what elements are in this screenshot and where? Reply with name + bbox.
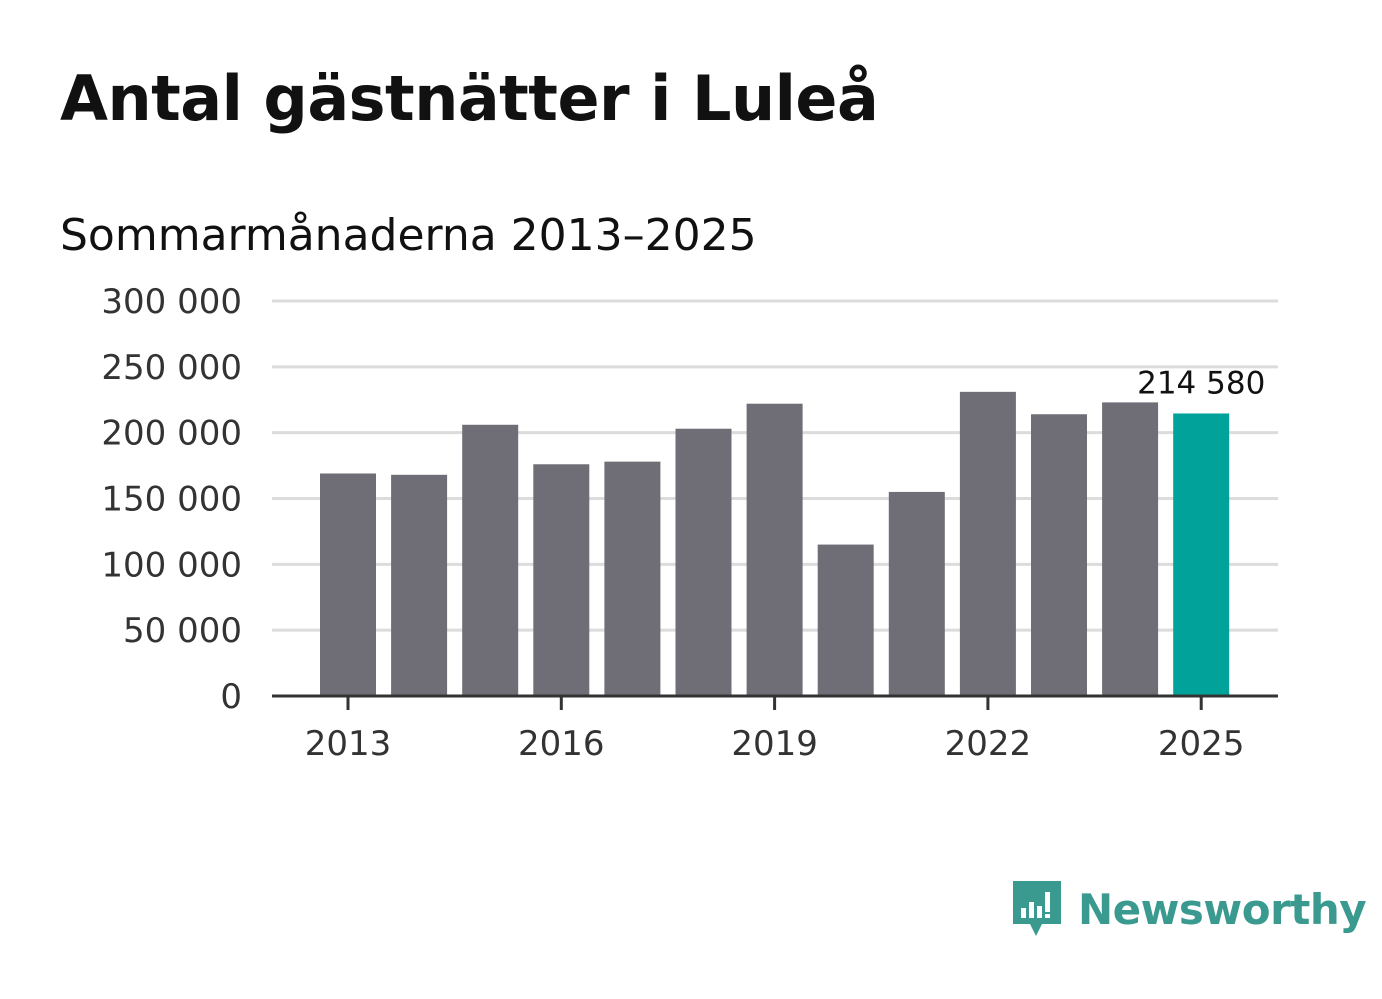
y-tick-label: 50 000 [123,611,242,651]
y-tick-label: 150 000 [101,480,242,520]
y-axis-tick-labels: 0 50 000 100 000 150 000 200 000 250 000 300 0… [101,282,242,717]
x-axis [272,694,1278,710]
data-labels: 214 580 [1137,365,1265,401]
y-tick-label: 100 000 [101,545,242,585]
bar-2013 [320,473,376,696]
x-axis-tick-labels: 2013 2016 2019 2022 2025 [305,724,1245,764]
chart-title: Antal gästnätter i Luleå [60,62,879,135]
bar-2024 [1102,402,1159,696]
brand-logo: Newsworthy [1010,878,1367,940]
newsworthy-chart-bubble-icon [1013,881,1061,936]
bar-2020 [817,544,874,696]
x-tick-label: 2019 [731,724,818,764]
x-tick-label: 2025 [1158,724,1245,764]
x-tick-label: 2013 [305,724,392,764]
y-tick-label: 250 000 [101,348,242,388]
bar-2025 [1173,413,1230,696]
bars [320,391,1230,696]
bar-2017 [604,461,661,696]
bar-2014 [391,474,448,696]
x-tick-label: 2016 [518,724,605,764]
bar-2018 [675,428,732,696]
x-tick-label: 2022 [945,724,1032,764]
y-tick-label: 0 [220,677,242,717]
bar-2022 [959,391,1016,696]
brand-name: Newsworthy [1078,884,1367,934]
y-tick-label: 300 000 [101,282,242,322]
chart-subtitle: Sommarmånaderna 2013–2025 [60,210,757,261]
bar-2023 [1031,414,1087,696]
bar-2019 [746,403,803,696]
bar-2015 [462,424,519,696]
bar-2016 [533,464,590,696]
bar-2021 [888,491,945,696]
data-label: 214 580 [1137,365,1265,401]
y-tick-label: 200 000 [101,414,242,454]
